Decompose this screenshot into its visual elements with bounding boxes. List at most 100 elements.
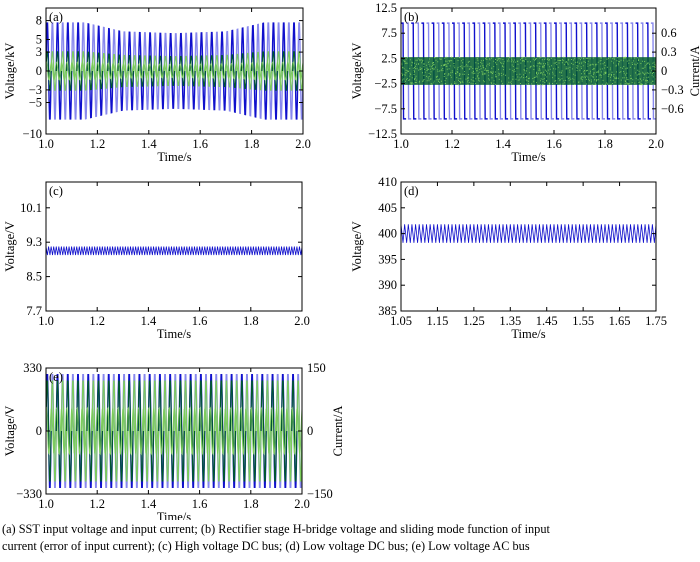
y-axis-label: Voltage/kV <box>350 43 364 100</box>
wave-cycle-inner <box>277 61 283 81</box>
wave-cycle <box>467 22 473 120</box>
wave-cycle <box>117 54 124 88</box>
wave-cycle-inner <box>260 406 267 456</box>
wave-cycle-inner <box>163 406 170 456</box>
wave-cycle <box>518 22 524 120</box>
wave-cycle-inner <box>214 406 221 456</box>
wave-cycle <box>143 55 150 87</box>
y2-tick-label: −0.6 <box>661 102 684 116</box>
wave-cycle <box>559 22 565 120</box>
wave-cycle <box>55 51 62 91</box>
wave-cycle <box>291 380 298 482</box>
wave-cycle-inner <box>209 406 216 456</box>
x-tick-label: 1.8 <box>597 137 613 151</box>
wave-cycle <box>91 380 98 482</box>
wave-cycle-inner <box>204 406 211 456</box>
wave-cycle <box>215 55 222 87</box>
y-tick-label: 390 <box>378 278 397 292</box>
wave-cycle-inner <box>128 63 134 79</box>
wave-cycle <box>173 380 180 482</box>
wave-cycle <box>579 22 585 120</box>
wave-cycle-inner <box>194 63 201 79</box>
wave-cycle <box>122 54 129 88</box>
wave-cycle <box>230 54 237 89</box>
wave-cycle <box>276 51 283 91</box>
wave-cycle-inner <box>97 62 104 80</box>
y-tick-label: −330 <box>16 487 42 501</box>
wave-cycle <box>513 22 519 120</box>
wave-cycle <box>411 22 417 120</box>
x-tick-label: 1.0 <box>38 137 54 151</box>
y2-tick-label: 0.3 <box>661 45 677 59</box>
wave-cycle <box>426 22 432 120</box>
wave-cycle-inner <box>153 406 160 456</box>
wave-cycle-inner <box>179 63 186 79</box>
wave-cycle <box>86 380 93 482</box>
wave-cycle-inner <box>143 63 150 79</box>
axes-frame <box>45 181 303 312</box>
x-tick-label: 2.0 <box>295 137 311 151</box>
axes-frame <box>400 181 657 312</box>
wave-cycle <box>163 380 170 482</box>
wave-cycle <box>127 380 134 482</box>
wave-cycle <box>71 51 78 91</box>
wave-cycle <box>503 22 509 120</box>
y-tick-label: 405 <box>378 201 397 215</box>
wave-cycle <box>265 380 272 482</box>
wave-cycle <box>482 22 488 120</box>
x-tick-label: 1.6 <box>192 314 208 328</box>
x-tick-label: 1.2 <box>90 137 106 151</box>
wave-cycle <box>462 22 468 120</box>
wave-cycle <box>235 53 242 89</box>
wave-cycle <box>292 51 299 91</box>
wave-cycle <box>101 52 109 89</box>
wave-cycle-inner <box>265 406 272 456</box>
y-tick-label: 330 <box>23 361 42 375</box>
wave-cycle <box>214 380 221 482</box>
wave-cycle-inner <box>261 61 268 81</box>
wave-cycle <box>137 380 144 482</box>
y-tick-label: 3 <box>36 45 42 59</box>
wave-cycle <box>281 51 289 91</box>
wave-cycle <box>179 55 186 87</box>
wave-cycle <box>635 22 641 120</box>
wave-cycle-inner <box>148 63 155 79</box>
y2-tick-label: 0 <box>661 64 667 78</box>
wave-cycle-inner <box>46 406 52 456</box>
wave-cycle-inner <box>291 406 298 456</box>
y-tick-label: 12.5 <box>375 1 397 15</box>
wave-cycle <box>173 56 181 87</box>
panel-b: 1.0 1.2 1.4 1.6 1.8 2.0 12.5 7.5 2.5 −2.5 −7.5 −12.… <box>350 1 700 164</box>
wave-cycle-inner <box>241 62 247 80</box>
figure-canvas: 1.0 1.2 1.4 1.6 1.8 2.0 8 53 0 −3−5 −10 (a) Time/s Vo… <box>3 1 700 520</box>
figure-caption: (a) SST input voltage and input current;… <box>2 521 698 555</box>
wave-cycle-inner <box>60 406 67 456</box>
wave-cycle-inner <box>286 406 293 456</box>
wave-cycle <box>594 22 600 120</box>
ripple-trace <box>46 246 302 256</box>
wave-cycle-inner <box>66 61 73 81</box>
wave-cycle <box>132 55 140 87</box>
wave-cycle-inner <box>142 406 149 456</box>
wave-cycle <box>564 22 570 120</box>
series-b-sliding <box>401 56 656 86</box>
wave-cycle <box>401 22 407 120</box>
x-tick-label: 1.75 <box>645 314 667 328</box>
wave-cycle-inner <box>225 63 232 80</box>
wave-cycle-inner <box>246 62 253 80</box>
x-tick-label: 1.6 <box>546 137 562 151</box>
wave-cycle <box>640 22 646 120</box>
x-tick-label: 1.15 <box>426 314 448 328</box>
y-tick-label: 8.5 <box>26 270 42 284</box>
wave-cycle-inner <box>86 406 93 456</box>
wave-cycle <box>584 22 590 120</box>
wave-cycle-inner <box>158 63 165 79</box>
wave-cycle <box>487 22 493 120</box>
panel-d: 1.05 1.15 1.25 1.35 1.45 1.55 1.65 1.75 410 405 40… <box>350 175 667 341</box>
y-tick-label: 7.5 <box>381 26 397 40</box>
wave-cycle <box>250 380 257 482</box>
wave-cycle <box>101 380 108 482</box>
wave-cycle <box>457 22 463 120</box>
series-c-ripple <box>46 246 302 256</box>
x-axis-label: Time/s <box>511 150 545 164</box>
